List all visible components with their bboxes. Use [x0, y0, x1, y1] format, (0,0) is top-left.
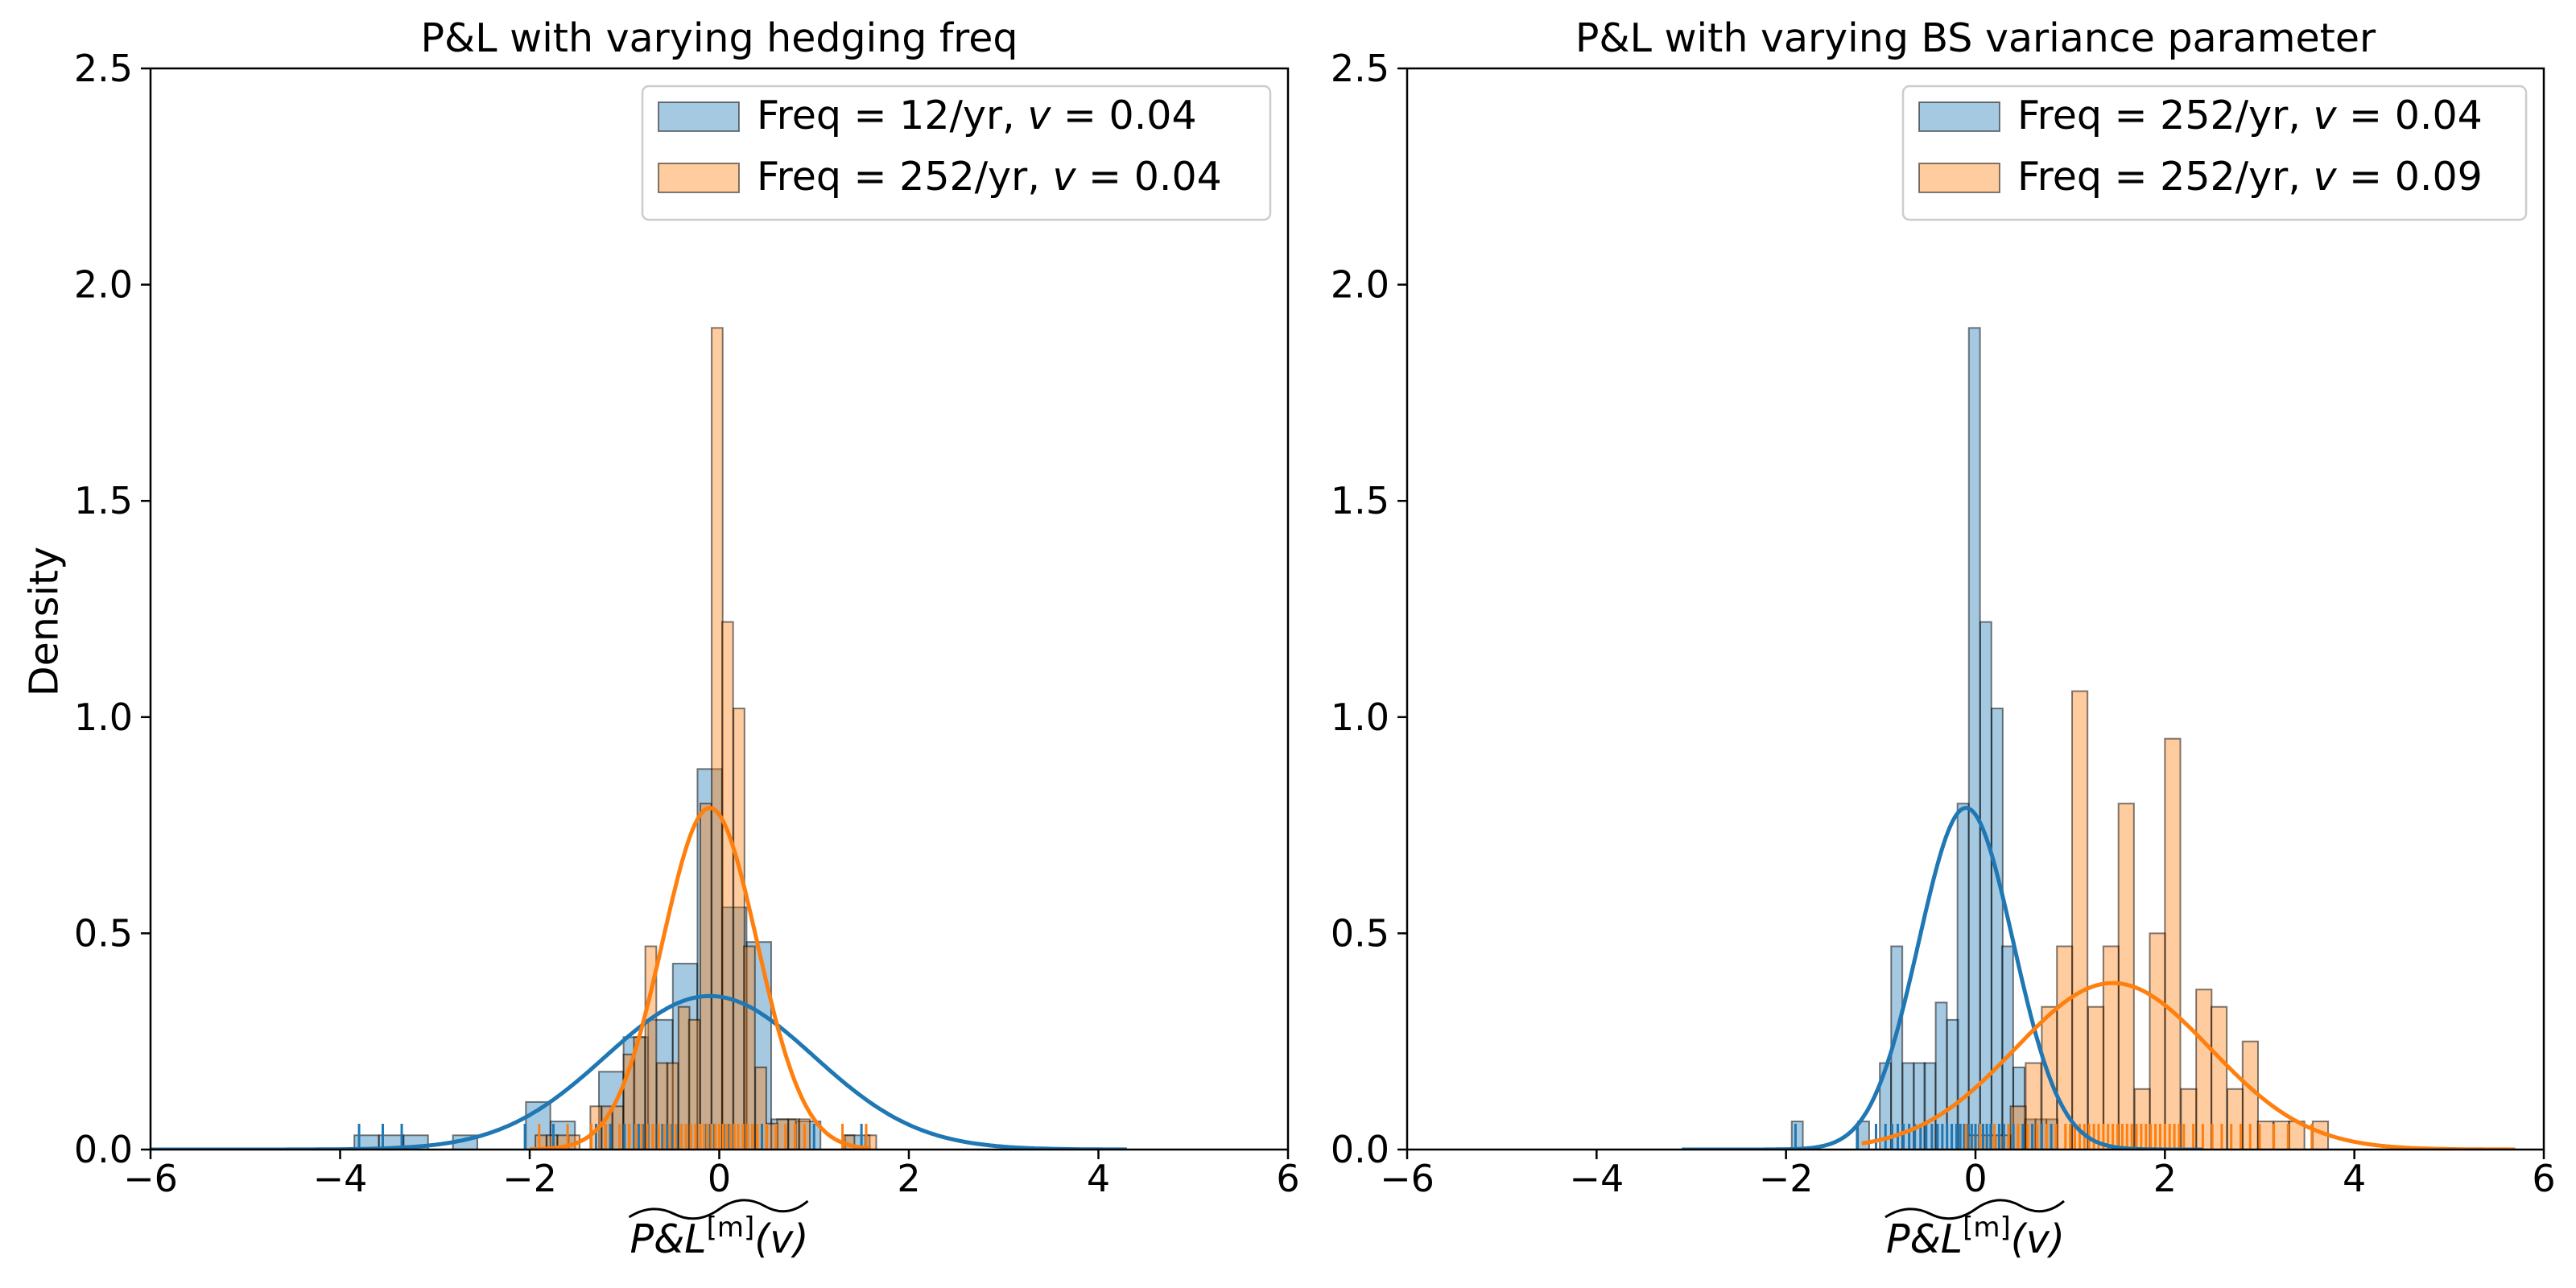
legend-box — [1901, 85, 2528, 221]
x-tick-label: −4 — [313, 1157, 368, 1200]
x-axis-label-tilde — [1885, 1199, 2065, 1220]
hist-bar-blue-0 — [1790, 1121, 1804, 1150]
y-tick-label: 1.5 — [1331, 479, 1389, 522]
hist-bar-orange-8 — [2087, 1005, 2105, 1150]
x-tick-label: 4 — [2343, 1157, 2366, 1200]
x-tick-label: −4 — [1569, 1157, 1624, 1200]
hist-bar-blue-10 — [1967, 327, 1981, 1150]
legend-swatch-orange — [1918, 163, 2000, 193]
y-tick-label: 2.5 — [74, 47, 133, 90]
x-tick-label: 6 — [1276, 1157, 1299, 1200]
legend-box — [641, 85, 1272, 221]
hist-bar-orange-12 — [2149, 932, 2166, 1150]
y-tick-label: 2.5 — [1331, 47, 1389, 90]
chart-title: P&L with varying BS variance parameter — [1575, 15, 2376, 61]
kde-line-orange — [530, 806, 872, 1150]
hist-bar-orange-14 — [699, 803, 712, 1150]
y-tick-label: 1.0 — [1331, 696, 1389, 739]
plot-area — [151, 327, 1127, 1150]
x-tick-label: 4 — [1087, 1157, 1110, 1200]
legend-label: Freq = 252/yr, v = 0.04 — [757, 154, 1222, 200]
hist-bar-orange-9 — [2102, 945, 2120, 1150]
hist-bar-orange-15 — [711, 327, 724, 1150]
x-tick-label: 0 — [708, 1157, 731, 1200]
plot-area — [1682, 327, 2516, 1150]
x-tick-label: −6 — [123, 1157, 178, 1200]
legend-label: Freq = 252/yr, v = 0.04 — [2017, 93, 2483, 138]
hist-bar-blue-12 — [1991, 708, 2004, 1150]
hist-bar-blue-9 — [671, 963, 699, 1150]
x-tick-label: −2 — [1759, 1157, 1814, 1200]
x-tick-label: 0 — [1963, 1157, 1987, 1200]
hist-bar-orange-13 — [2164, 737, 2182, 1150]
x-axis-label-tilde — [628, 1199, 809, 1220]
hist-bar-blue-11 — [721, 906, 748, 1150]
y-tick-label: 0.5 — [1331, 911, 1389, 955]
y-tick-label: 0.0 — [74, 1128, 133, 1171]
legend-label: Freq = 252/yr, v = 0.09 — [2017, 154, 2483, 200]
legend-label: Freq = 12/yr, v = 0.04 — [757, 93, 1197, 138]
legend-swatch-orange — [658, 163, 740, 193]
chart-title: P&L with varying hedging freq — [420, 15, 1018, 61]
x-tick-label: −6 — [1380, 1157, 1435, 1200]
x-axis-label: P&L[m](v) — [1886, 1212, 2065, 1262]
hist-bar-orange-16 — [721, 621, 734, 1150]
hist-bar-orange-18 — [743, 945, 756, 1150]
x-tick-label: 6 — [2532, 1157, 2555, 1200]
y-tick-label: 1.0 — [74, 696, 133, 739]
legend-swatch-blue — [1918, 101, 2000, 132]
legend-swatch-blue — [658, 101, 740, 132]
hist-bar-orange-16 — [2210, 1005, 2228, 1150]
y-tick-label: 1.5 — [74, 479, 133, 522]
x-tick-label: −2 — [502, 1157, 557, 1200]
x-tick-label: 2 — [2153, 1157, 2177, 1200]
hist-bar-orange-7 — [2071, 690, 2089, 1150]
hist-bar-orange-10 — [2117, 803, 2135, 1150]
hist-bar-blue-1 — [1857, 1121, 1870, 1150]
hist-bar-orange-6 — [611, 1105, 625, 1150]
x-tick-label: 2 — [897, 1157, 920, 1200]
kde-line-orange — [1861, 980, 2516, 1150]
chart-panel-2: −6 −4 −2 0 2 4 6 0.0 0.5 1.0 1.5 2.0 2.5 P&L with var… — [1331, 15, 2556, 1262]
x-axis-label: P&L[m](v) — [630, 1212, 809, 1262]
hist-bar-orange-17 — [733, 708, 745, 1150]
legend: Freq = 252/yr, v = 0.04 Freq = 252/yr, v … — [1901, 85, 2528, 221]
legend: Freq = 12/yr, v = 0.04 Freq = 252/yr, v =… — [641, 85, 1272, 221]
hist-bar-blue-11 — [1979, 621, 1992, 1150]
y-tick-label: 0.5 — [74, 911, 133, 955]
y-axis-label: Density — [22, 547, 68, 696]
y-tick-label: 2.0 — [1331, 263, 1389, 307]
chart-panel-1: −6 −4 −2 0 2 4 6 0.0 0.5 1.0 1.5 2.0 2.5 P&L with var… — [74, 15, 1300, 1262]
y-tick-label: 2.0 — [74, 263, 133, 307]
y-tick-label: 0.0 — [1331, 1128, 1389, 1171]
